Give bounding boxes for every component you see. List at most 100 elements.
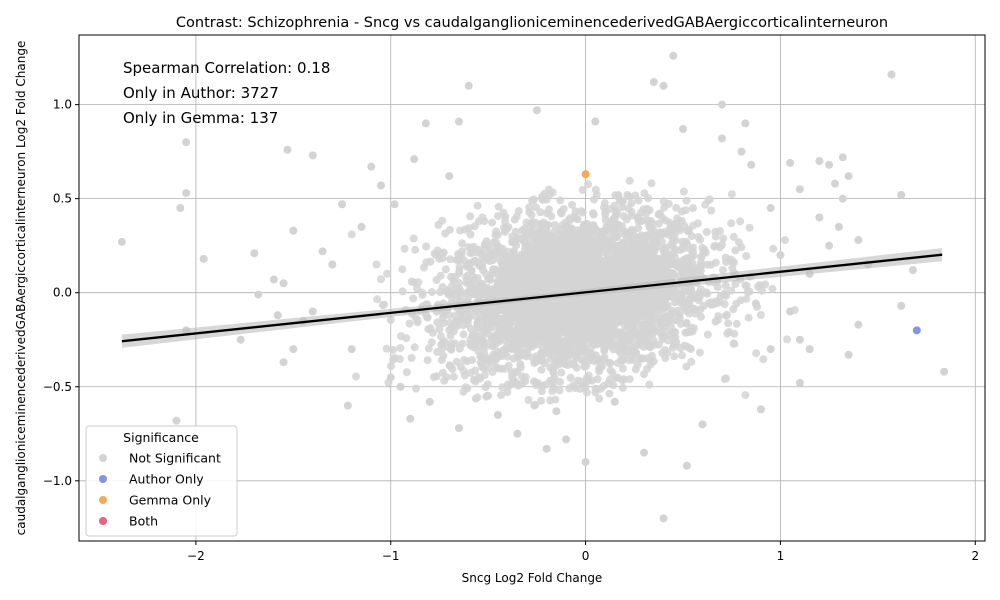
data-point — [536, 208, 545, 217]
data-point — [486, 354, 495, 363]
data-point — [670, 352, 679, 361]
data-point — [743, 288, 752, 296]
data-point — [458, 239, 467, 248]
data-point — [386, 316, 395, 324]
data-point — [387, 362, 395, 370]
data-point — [504, 289, 513, 297]
annotation-gemma-only: Only in Gemma: 137 — [123, 109, 278, 127]
data-point — [625, 375, 634, 384]
data-point — [584, 357, 593, 365]
data-point — [672, 203, 681, 212]
data-point — [548, 253, 556, 262]
data-point — [722, 291, 730, 300]
data-point — [400, 244, 409, 253]
data-point — [703, 330, 712, 339]
data-point — [578, 333, 587, 342]
data-point — [600, 199, 609, 208]
data-point — [531, 257, 540, 266]
data-point — [409, 294, 418, 303]
data-point — [626, 239, 634, 248]
data-point — [718, 240, 726, 249]
data-point — [556, 377, 564, 386]
data-point — [518, 289, 527, 298]
y-tick-label: 1.0 — [53, 98, 72, 112]
data-point — [172, 416, 181, 425]
y-axis-ticks: −1.0 −0.5 0.0 0.5 1.0 — [43, 98, 79, 488]
data-point — [645, 380, 654, 389]
data-point — [422, 242, 431, 251]
data-point — [660, 203, 669, 212]
data-point — [504, 361, 513, 370]
data-point — [562, 435, 571, 444]
data-point — [425, 397, 434, 406]
data-point — [695, 290, 704, 298]
data-point — [543, 231, 552, 240]
data-point — [347, 230, 356, 239]
data-point — [279, 279, 288, 288]
data-point — [628, 346, 636, 355]
data-point — [601, 207, 610, 216]
data-point — [560, 314, 569, 323]
data-point — [530, 401, 539, 410]
data-point — [685, 295, 694, 304]
data-point — [455, 288, 464, 297]
data-point — [567, 277, 576, 285]
data-point — [441, 229, 450, 238]
outlier-points — [117, 51, 949, 523]
data-point — [548, 378, 557, 387]
data-point — [406, 414, 415, 423]
data-point — [383, 269, 392, 278]
data-point — [682, 362, 691, 371]
data-point — [568, 231, 577, 239]
data-point — [679, 125, 687, 134]
data-point — [844, 172, 853, 181]
data-point — [668, 316, 677, 325]
data-point — [600, 353, 609, 362]
data-point — [630, 308, 639, 316]
legend-marker — [99, 454, 107, 462]
data-point — [731, 246, 740, 255]
data-point — [464, 224, 473, 233]
data-point — [537, 303, 546, 312]
data-point — [623, 191, 632, 199]
data-point — [528, 317, 536, 326]
data-point — [758, 286, 767, 295]
data-point — [761, 280, 770, 289]
data-point — [634, 196, 643, 205]
data-point — [528, 196, 536, 205]
legend-marker — [99, 475, 107, 483]
data-point — [547, 331, 556, 340]
data-point — [538, 195, 547, 204]
data-point — [737, 147, 746, 156]
data-point — [659, 514, 668, 523]
data-point — [418, 288, 427, 297]
data-point — [730, 329, 739, 338]
data-point — [491, 265, 500, 274]
data-point — [599, 330, 608, 339]
data-point — [556, 342, 565, 350]
data-point — [732, 299, 741, 308]
data-point — [308, 307, 317, 316]
data-point — [684, 285, 693, 294]
data-point — [471, 377, 480, 386]
data-point — [669, 51, 678, 60]
data-point — [897, 301, 906, 310]
data-point — [667, 221, 676, 230]
data-point — [505, 382, 513, 391]
data-point — [421, 119, 430, 128]
legend-entry-label: Gemma Only — [129, 493, 212, 508]
data-point — [711, 317, 720, 326]
data-point — [662, 292, 671, 301]
regression-line-group — [121, 248, 943, 348]
data-point — [279, 358, 288, 367]
data-point — [463, 384, 472, 393]
data-point — [605, 389, 614, 398]
data-point — [686, 253, 694, 262]
data-point — [707, 298, 716, 307]
data-point — [741, 119, 750, 128]
data-point — [514, 353, 522, 362]
x-tick-label: −2 — [187, 549, 205, 563]
data-point — [716, 227, 724, 236]
data-point — [643, 216, 652, 225]
data-point — [687, 357, 696, 366]
